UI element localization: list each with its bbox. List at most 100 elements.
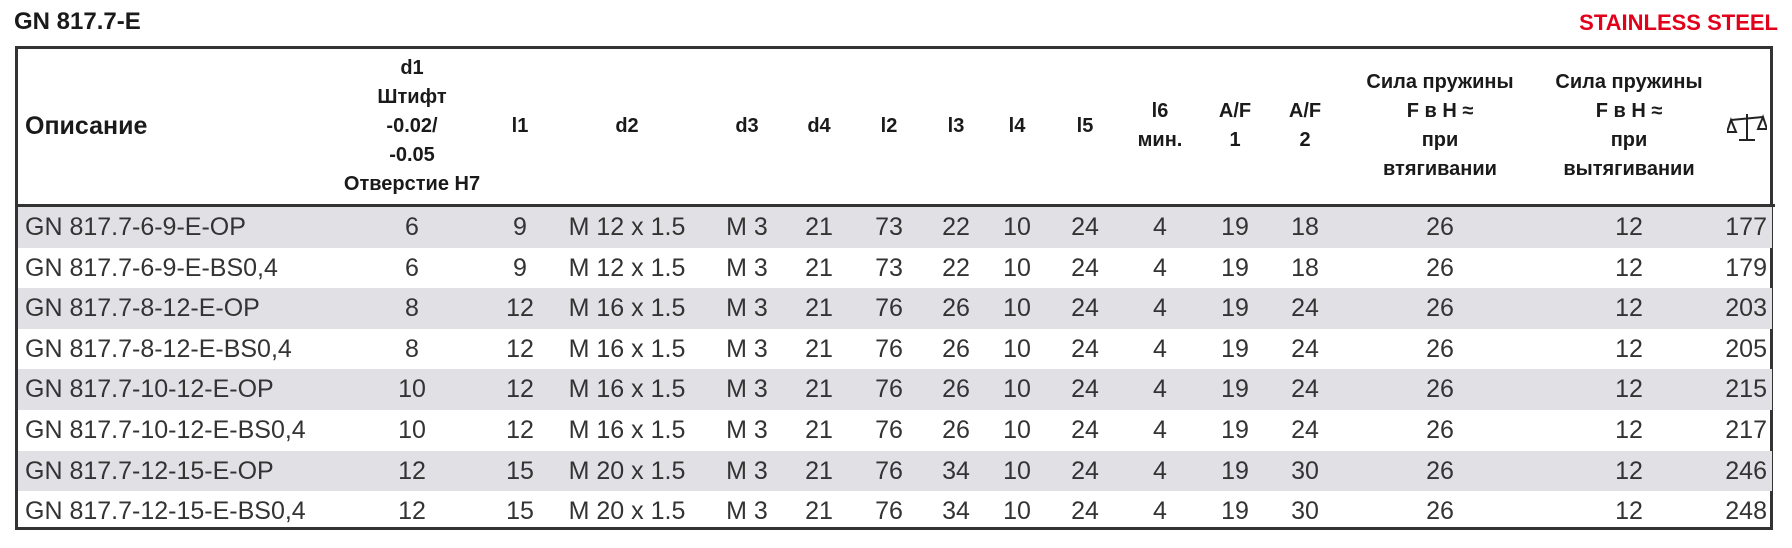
table-cell: M 12 x 1.5 [568, 253, 686, 282]
table-cell: 15 [506, 456, 534, 485]
column-header: -0.02/ [386, 114, 438, 137]
table-cell: 12 [398, 456, 426, 485]
table-cell: 215 [1725, 375, 1767, 404]
table-cell: M 12 x 1.5 [568, 213, 686, 241]
table-cell: 21 [805, 416, 833, 444]
table-cell: 4 [1153, 253, 1167, 282]
column-header: d1 [400, 56, 424, 79]
table-cell: 34 [942, 497, 970, 526]
table-cell: 203 [1725, 294, 1767, 323]
row-description: GN 817.7-10-12-E-BS0,4 [25, 416, 306, 444]
table-cell: 12 [506, 294, 534, 323]
table-cell: 24 [1291, 416, 1319, 444]
table-cell: 73 [875, 213, 903, 241]
table-cell: 6 [405, 253, 419, 282]
table-cell: 21 [805, 294, 833, 323]
table-cell: 10 [1003, 497, 1031, 526]
table-cell: 26 [1426, 497, 1454, 526]
table-cell: 24 [1291, 375, 1319, 404]
table-cell: 26 [1426, 456, 1454, 485]
table-cell: 26 [1426, 375, 1454, 404]
column-header: l6 [1151, 100, 1169, 122]
column-header: втягивании [1383, 158, 1497, 180]
table-cell: M 3 [726, 416, 768, 444]
column-header: F в H ≈ [1595, 100, 1663, 122]
material-badge: STAINLESS STEEL [1579, 10, 1778, 35]
column-header: вытягивании [1563, 158, 1695, 180]
table-cell: 24 [1291, 294, 1319, 323]
table-cell: 26 [1426, 416, 1454, 444]
table-cell: 10 [1003, 456, 1031, 485]
table-cell: 8 [405, 294, 419, 323]
table-cell: 26 [1426, 294, 1454, 323]
table-cell: 19 [1221, 497, 1249, 526]
table-cell: 12 [1615, 253, 1643, 282]
row-description: GN 817.7-8-12-E-OP [25, 294, 260, 323]
table-cell: 205 [1725, 334, 1767, 363]
row-description: GN 817.7-6-9-E-OP [25, 213, 246, 241]
table-cell: M 16 x 1.5 [568, 375, 686, 404]
table-cell: 4 [1153, 416, 1167, 444]
table-cell: 26 [942, 334, 970, 363]
table-cell: 21 [805, 253, 833, 282]
table-cell: 15 [506, 497, 534, 526]
column-header: l5 [1076, 114, 1094, 137]
table-cell: 10 [398, 375, 426, 404]
table-cell: 24 [1071, 497, 1099, 526]
table-cell: 10 [1003, 294, 1031, 323]
table-cell: 26 [942, 294, 970, 323]
table-cell: 76 [875, 334, 903, 363]
table-cell: 22 [942, 213, 970, 241]
table-cell: 76 [875, 497, 903, 526]
table-cell: 10 [1003, 416, 1031, 444]
table-cell: 19 [1221, 375, 1249, 404]
column-header: l1 [511, 114, 529, 137]
table-cell: M 3 [726, 253, 768, 282]
column-header: l4 [1008, 114, 1026, 137]
table-cell: 76 [875, 294, 903, 323]
table-cell: 12 [1615, 456, 1643, 485]
column-header: -0.05 [389, 143, 435, 166]
table-cell: 19 [1221, 213, 1249, 241]
column-header: Сила пружины [1555, 71, 1703, 93]
table-cell: 12 [1615, 213, 1643, 241]
column-header: l2 [880, 114, 898, 137]
table-cell: 21 [805, 334, 833, 363]
column-header: Сила пружины [1366, 71, 1514, 93]
column-header: d2 [615, 114, 639, 137]
table-cell: 12 [1615, 416, 1643, 444]
table-cell: M 16 x 1.5 [568, 416, 686, 444]
table-cell: 24 [1071, 334, 1099, 363]
table-cell: 73 [875, 253, 903, 282]
table-cell: 24 [1071, 294, 1099, 323]
table-cell: 12 [506, 334, 534, 363]
row-stripe [18, 288, 1772, 329]
table-cell: 9 [513, 213, 527, 241]
table-cell: 4 [1153, 456, 1167, 485]
table-cell: 30 [1291, 497, 1319, 526]
table-cell: 12 [398, 497, 426, 526]
table-cell: 26 [1426, 334, 1454, 363]
table-cell: M 20 x 1.5 [568, 456, 686, 485]
table-cell: 21 [805, 213, 833, 241]
table-cell: 18 [1291, 253, 1319, 282]
table-cell: 10 [1003, 334, 1031, 363]
table-cell: 26 [942, 416, 970, 444]
column-header: Штифт [377, 85, 447, 108]
table-cell: 24 [1071, 253, 1099, 282]
column-header: l3 [947, 114, 965, 137]
table-cell: 4 [1153, 213, 1167, 241]
table-cell: M 16 x 1.5 [568, 334, 686, 363]
table-cell: M 3 [726, 334, 768, 363]
column-header: при [1610, 129, 1648, 151]
table-cell: 10 [398, 416, 426, 444]
row-description: GN 817.7-10-12-E-OP [25, 375, 274, 404]
table-cell: M 3 [726, 375, 768, 404]
column-header: 2 [1299, 129, 1311, 151]
table-cell: 10 [1003, 253, 1031, 282]
column-header: при [1421, 129, 1459, 151]
table-cell: M 3 [726, 213, 768, 241]
table-cell: 4 [1153, 334, 1167, 363]
row-description: GN 817.7-12-15-E-BS0,4 [25, 497, 306, 526]
